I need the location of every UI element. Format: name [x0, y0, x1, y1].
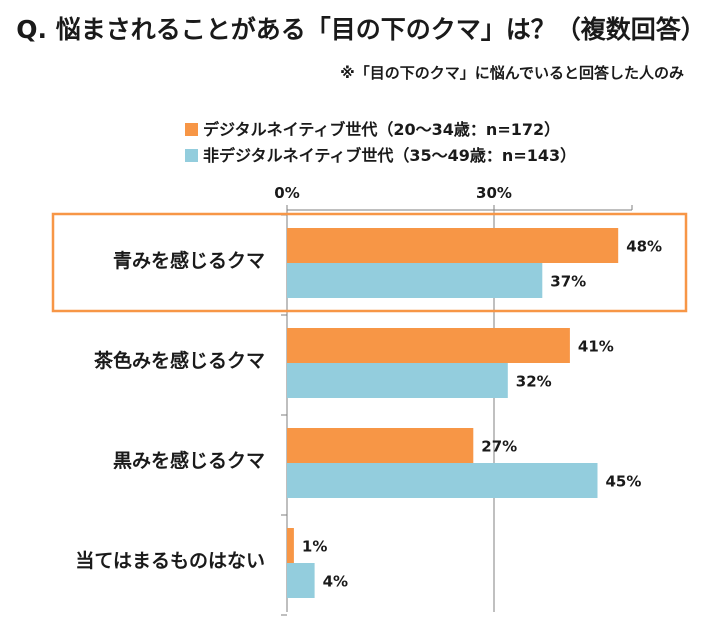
highlight-box	[51, 212, 688, 313]
legend-label-series-2: 非デジタルネイティブ世代（35～49歳：n=143）	[203, 146, 577, 165]
category-label: 当てはまるものはない	[75, 549, 265, 572]
data-label: 41%	[578, 338, 614, 356]
data-label: 1%	[302, 538, 327, 556]
legend-label-series-1: デジタルネイティブ世代（20～34歳：n=172）	[203, 120, 561, 139]
category-label: 青みを感じるクマ	[113, 249, 265, 272]
bar-series-2	[287, 563, 315, 598]
legend-item-series-2: 非デジタルネイティブ世代（35～49歳：n=143）	[185, 142, 576, 166]
bar-series-1	[287, 428, 474, 463]
bar-series-1	[287, 328, 570, 363]
x-tick-label: 30%	[476, 184, 512, 202]
data-label: 37%	[550, 273, 586, 291]
bar-series-1	[287, 528, 294, 563]
data-label: 32%	[516, 373, 552, 391]
data-label: 45%	[606, 473, 642, 491]
data-label: 27%	[481, 438, 517, 456]
bar-series-2	[287, 363, 508, 398]
data-label: 4%	[323, 573, 348, 591]
legend-item-series-1: デジタルネイティブ世代（20～34歳：n=172）	[185, 116, 560, 140]
bar-series-1	[287, 228, 619, 263]
legend-swatch-series-1	[185, 123, 198, 136]
x-tick-label: 0%	[274, 184, 299, 202]
chart-title: Q. 悩まされることがある「目の下のクマ」は？（複数回答）	[16, 15, 706, 44]
bar-series-2	[287, 463, 598, 498]
legend-swatch-series-2	[185, 149, 198, 162]
respondent-note: ※「目の下のクマ」に悩んでいると回答した人のみ	[340, 64, 684, 82]
data-label: 48%	[626, 238, 662, 256]
bar-series-2	[287, 263, 543, 298]
category-label: 茶色みを感じるクマ	[94, 349, 265, 372]
category-label: 黒みを感じるクマ	[113, 449, 265, 472]
